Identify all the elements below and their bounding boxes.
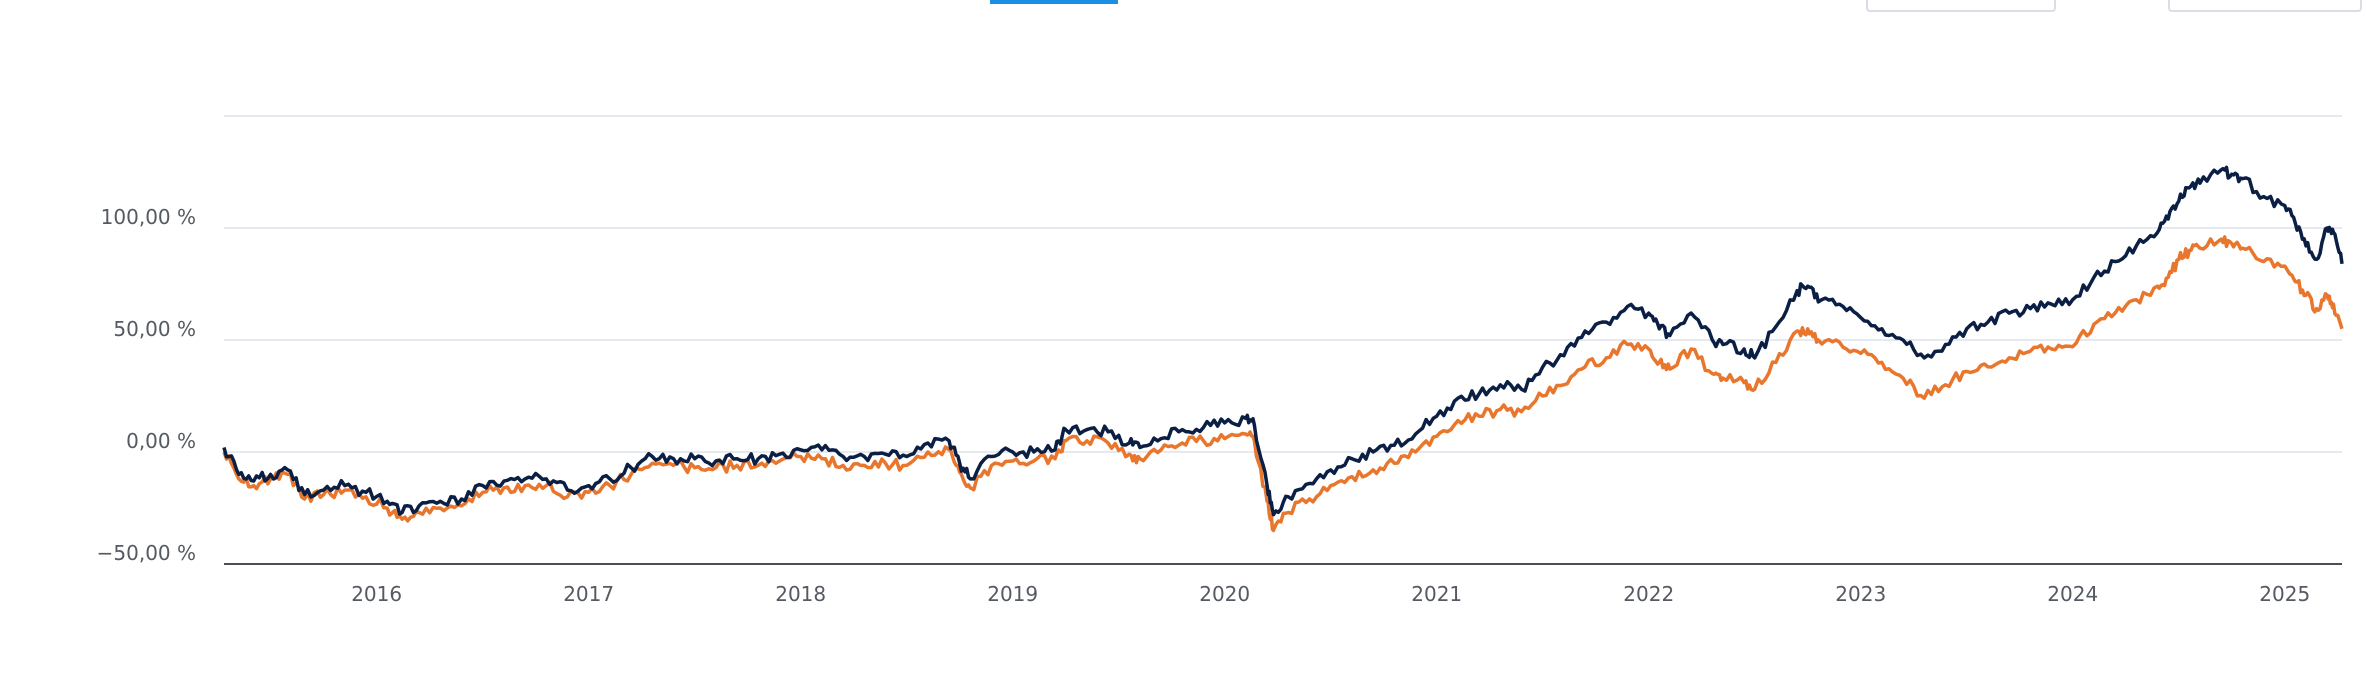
x-tick-label: 2019	[987, 582, 1038, 606]
x-tick-label: 2023	[1835, 582, 1886, 606]
grid-lines	[224, 115, 2342, 453]
y-tick-label: 50,00 %	[113, 317, 196, 341]
y-axis-ticks: 100,00 % 50,00 % 0,00 % −50,00 %	[97, 205, 196, 565]
x-axis-ticks: 2016 2017 2018 2019 2020 2021 2022 2023 2024 2025	[351, 582, 2310, 606]
x-tick-label: 2022	[1623, 582, 1674, 606]
series-line-secondary	[222, 235, 2344, 533]
y-tick-label: 100,00 %	[101, 205, 196, 229]
chart-control-right[interactable]	[2168, 0, 2362, 12]
x-tick-label: 2021	[1411, 582, 1462, 606]
x-tick-label: 2024	[2047, 582, 2098, 606]
x-tick-label: 2017	[563, 582, 614, 606]
series-lines	[222, 165, 2344, 533]
x-tick-label: 2020	[1199, 582, 1250, 606]
x-tick-label: 2018	[775, 582, 826, 606]
active-tab-indicator	[990, 0, 1118, 4]
series-line-primary	[222, 165, 2344, 517]
x-tick-label: 2025	[2259, 582, 2310, 606]
y-tick-label: −50,00 %	[97, 541, 196, 565]
x-tick-label: 2016	[351, 582, 402, 606]
chart-control-left[interactable]	[1866, 0, 2056, 12]
y-tick-label: 0,00 %	[126, 429, 196, 453]
